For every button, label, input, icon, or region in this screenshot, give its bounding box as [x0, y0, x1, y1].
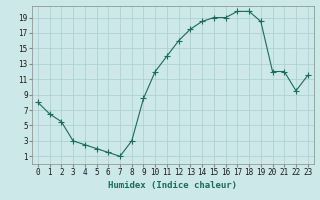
- X-axis label: Humidex (Indice chaleur): Humidex (Indice chaleur): [108, 181, 237, 190]
